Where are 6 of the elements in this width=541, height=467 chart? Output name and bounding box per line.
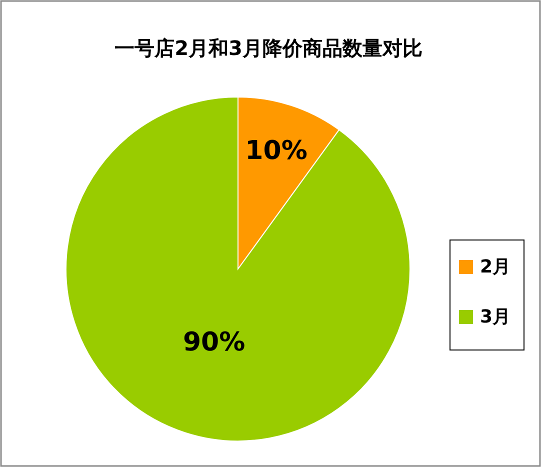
pie-slice	[66, 96, 410, 442]
data-label: 10%	[245, 136, 308, 166]
chart-title: 一号店2月和3月降价商品数量对比	[114, 36, 422, 60]
data-label: 90%	[182, 328, 246, 358]
legend-label: 3月	[480, 306, 511, 328]
legend-label: 2月	[480, 256, 511, 278]
